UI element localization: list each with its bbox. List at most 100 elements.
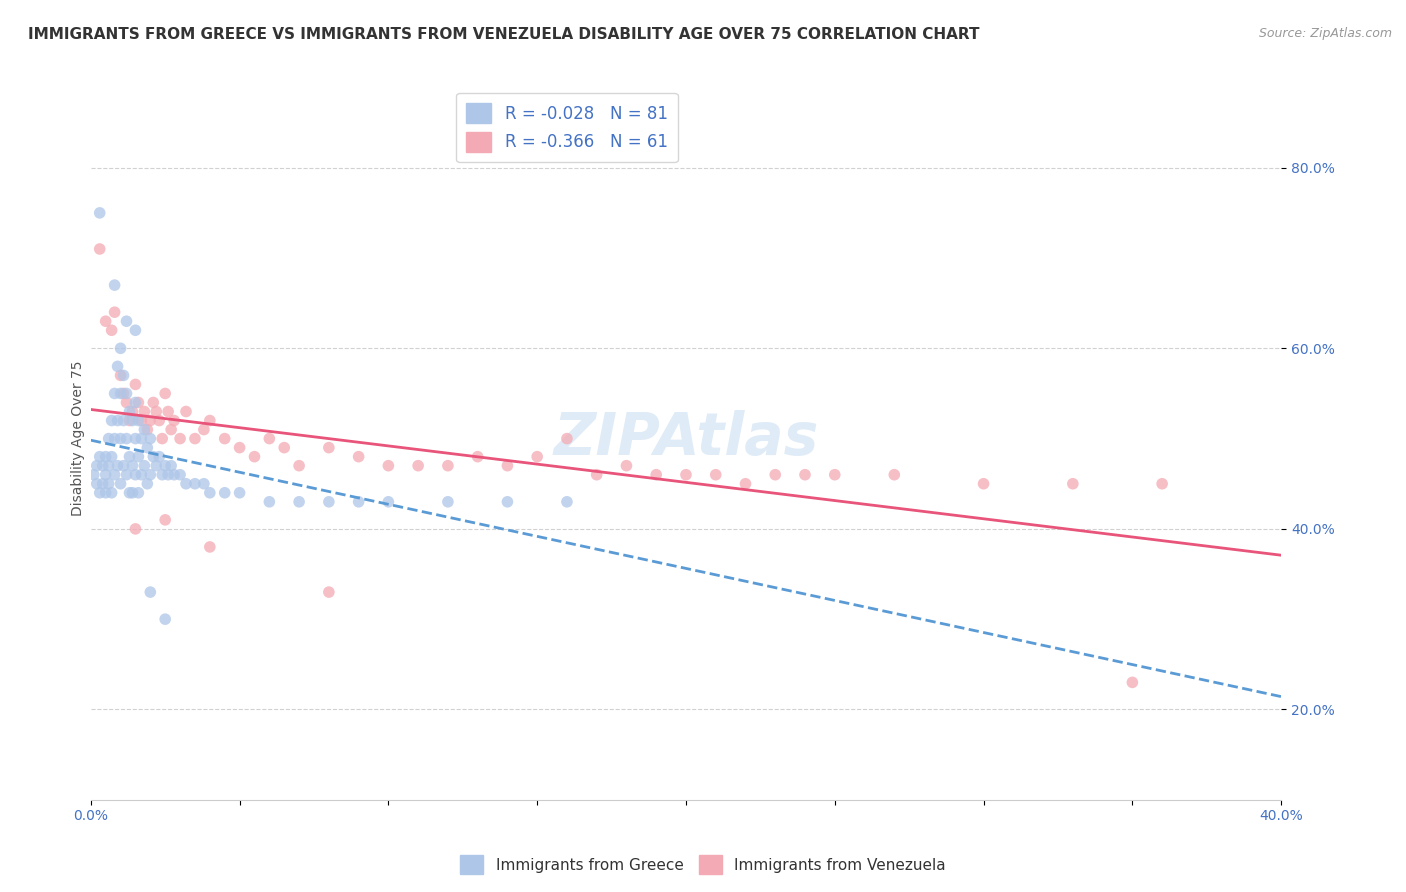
Point <box>228 485 250 500</box>
Point <box>406 458 429 473</box>
Text: IMMIGRANTS FROM GREECE VS IMMIGRANTS FROM VENEZUELA DISABILITY AGE OVER 75 CORRE: IMMIGRANTS FROM GREECE VS IMMIGRANTS FRO… <box>28 27 980 42</box>
Point <box>104 432 127 446</box>
Point <box>118 404 141 418</box>
Point <box>377 495 399 509</box>
Point <box>107 413 129 427</box>
Point <box>124 522 146 536</box>
Point <box>496 495 519 509</box>
Point <box>89 242 111 256</box>
Point <box>91 476 114 491</box>
Point <box>148 450 170 464</box>
Point <box>184 476 207 491</box>
Point <box>110 386 132 401</box>
Point <box>145 458 167 473</box>
Point <box>100 450 122 464</box>
Y-axis label: Disability Age Over 75: Disability Age Over 75 <box>72 361 86 516</box>
Point <box>288 495 311 509</box>
Point <box>139 413 162 427</box>
Point <box>110 341 132 355</box>
Point <box>110 476 132 491</box>
Point <box>157 467 180 482</box>
Point <box>139 585 162 599</box>
Point <box>193 423 215 437</box>
Point <box>214 485 236 500</box>
Point <box>150 432 173 446</box>
Point <box>94 314 117 328</box>
Point <box>1121 675 1143 690</box>
Point <box>150 467 173 482</box>
Point <box>115 386 138 401</box>
Point <box>127 413 149 427</box>
Point <box>259 432 281 446</box>
Point <box>115 467 138 482</box>
Point <box>115 395 138 409</box>
Point <box>157 404 180 418</box>
Point <box>94 485 117 500</box>
Point <box>734 476 756 491</box>
Point <box>110 432 132 446</box>
Point <box>145 404 167 418</box>
Point <box>153 513 176 527</box>
Point <box>160 423 183 437</box>
Point <box>243 450 266 464</box>
Point <box>112 368 135 383</box>
Point <box>347 495 370 509</box>
Point <box>91 458 114 473</box>
Point <box>437 495 460 509</box>
Point <box>198 540 221 554</box>
Point <box>136 423 159 437</box>
Point <box>136 441 159 455</box>
Point <box>131 432 153 446</box>
Legend: R = -0.028   N = 81, R = -0.366   N = 61: R = -0.028 N = 81, R = -0.366 N = 61 <box>457 93 678 162</box>
Point <box>153 458 176 473</box>
Point <box>153 386 176 401</box>
Point <box>104 305 127 319</box>
Point <box>86 476 108 491</box>
Point <box>228 441 250 455</box>
Point <box>153 612 176 626</box>
Point <box>174 476 197 491</box>
Text: ZIPAtlas: ZIPAtlas <box>554 410 818 467</box>
Point <box>142 450 165 464</box>
Point <box>377 458 399 473</box>
Point <box>112 458 135 473</box>
Point <box>163 467 186 482</box>
Point <box>118 413 141 427</box>
Point <box>169 432 191 446</box>
Point <box>763 467 786 482</box>
Point <box>107 359 129 374</box>
Point <box>675 467 697 482</box>
Point <box>616 458 638 473</box>
Point <box>127 485 149 500</box>
Point <box>883 467 905 482</box>
Point <box>110 368 132 383</box>
Point <box>97 458 120 473</box>
Point <box>131 413 153 427</box>
Point <box>193 476 215 491</box>
Point <box>100 485 122 500</box>
Point <box>973 476 995 491</box>
Point <box>288 458 311 473</box>
Point <box>139 432 162 446</box>
Point <box>496 458 519 473</box>
Point <box>121 404 143 418</box>
Point <box>555 495 578 509</box>
Point <box>184 432 207 446</box>
Point <box>86 458 108 473</box>
Point <box>273 441 295 455</box>
Point <box>115 432 138 446</box>
Point <box>112 386 135 401</box>
Point <box>160 458 183 473</box>
Point <box>124 432 146 446</box>
Point <box>824 467 846 482</box>
Point <box>704 467 727 482</box>
Point <box>83 467 105 482</box>
Point <box>134 423 156 437</box>
Point <box>121 413 143 427</box>
Text: Source: ZipAtlas.com: Source: ZipAtlas.com <box>1258 27 1392 40</box>
Point <box>89 485 111 500</box>
Point <box>112 413 135 427</box>
Point <box>555 432 578 446</box>
Point <box>89 450 111 464</box>
Point <box>148 413 170 427</box>
